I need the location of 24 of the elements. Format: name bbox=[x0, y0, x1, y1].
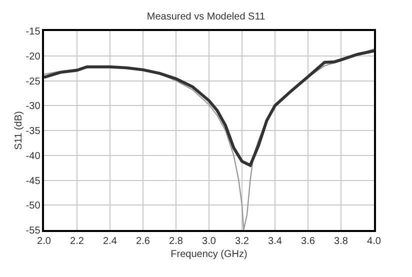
x-tick-label: 2.4 bbox=[103, 236, 118, 247]
x-tick-label: 4.0 bbox=[367, 236, 382, 247]
x-tick-label: 3.6 bbox=[301, 236, 316, 247]
x-tick-label: 2.2 bbox=[70, 236, 84, 247]
y-tick-label: -25 bbox=[26, 76, 41, 88]
y-axis-title: S11 (dB) bbox=[13, 111, 24, 150]
y-tick-label: -45 bbox=[26, 176, 41, 187]
x-axis-title: Frequency (GHz) bbox=[170, 248, 248, 260]
x-tick-label: 3.4 bbox=[268, 236, 282, 247]
x-tick-label: 2.8 bbox=[169, 236, 184, 247]
y-tick-label: -35 bbox=[26, 126, 41, 137]
y-tick-label: -55 bbox=[26, 226, 41, 236]
x-tick-label: 3.8 bbox=[334, 236, 348, 247]
x-tick-label: 2.6 bbox=[136, 236, 150, 247]
line-series bbox=[44, 49, 374, 167]
chart-title: Measured vs Modeled S11 bbox=[146, 11, 266, 22]
y-tick-label: -15 bbox=[26, 26, 41, 38]
x-tick-label: 3.2 bbox=[235, 236, 250, 247]
y-tick-label: -20 bbox=[26, 51, 41, 62]
y-tick-label: -30 bbox=[26, 101, 41, 112]
y-tick-label: -50 bbox=[26, 200, 41, 212]
x-tick-label: 3.0 bbox=[202, 236, 216, 247]
x-tick-label: 2.0 bbox=[37, 236, 52, 247]
y-tick-label: -40 bbox=[26, 150, 41, 162]
